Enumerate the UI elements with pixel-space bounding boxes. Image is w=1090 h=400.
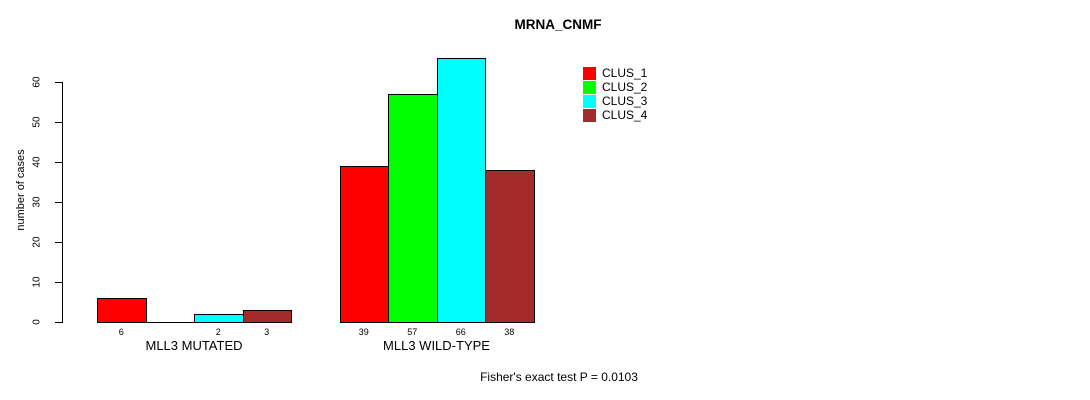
y-tick-mark: [55, 282, 62, 283]
bar-value-label: 57: [407, 327, 418, 337]
group-label-mll3-wild-type: MLL3 WILD-TYPE: [383, 338, 490, 353]
legend-swatch-clus_2: [583, 80, 596, 94]
fisher-test-footnote: Fisher's exact test P = 0.0103: [480, 370, 638, 384]
legend-label: CLUS_3: [602, 93, 648, 108]
y-tick-mark: [55, 122, 62, 123]
legend-row-clus_3: CLUS_3: [583, 94, 647, 108]
legend-label: CLUS_1: [602, 65, 648, 80]
y-tick-label: 50: [31, 116, 43, 128]
y-axis-line: [62, 82, 63, 323]
bar-clus_2-mll3-wild-type: [388, 94, 438, 323]
y-axis-label: number of cases: [15, 149, 27, 231]
y-tick-mark: [55, 242, 62, 243]
legend-swatch-clus_1: [583, 66, 596, 80]
y-tick-label: 40: [31, 156, 43, 168]
y-tick-mark: [55, 322, 62, 323]
bar-clus_3-mll3-mutated: [194, 314, 244, 323]
legend-label: CLUS_4: [602, 107, 648, 122]
bar-value-label: 6: [118, 327, 124, 337]
y-tick-label: 0: [31, 319, 43, 325]
y-tick-label: 10: [31, 276, 43, 288]
legend-row-clus_1: CLUS_1: [583, 66, 647, 80]
y-tick-label: 30: [31, 196, 43, 208]
bar-clus_1-mll3-mutated: [97, 298, 147, 323]
y-tick-label: 60: [31, 76, 43, 88]
legend-swatch-clus_3: [583, 94, 596, 108]
y-tick-label: 20: [31, 236, 43, 248]
legend-row-clus_4: CLUS_4: [583, 108, 647, 122]
group-label-mll3-mutated: MLL3 MUTATED: [145, 338, 243, 353]
bar-value-label: 39: [358, 327, 369, 337]
bar-value-label: 38: [504, 327, 515, 337]
bar-clus_3-mll3-wild-type: [436, 58, 486, 323]
chart-title: MRNA_CNMF: [514, 17, 602, 32]
legend-swatch-clus_4: [583, 108, 596, 122]
y-tick-mark: [55, 82, 62, 83]
legend-row-clus_2: CLUS_2: [583, 80, 647, 94]
y-tick-mark: [55, 202, 62, 203]
bar-clus_2-mll3-mutated: [145, 322, 195, 323]
legend: CLUS_1 CLUS_2 CLUS_3 CLUS_4: [583, 66, 647, 122]
legend-label: CLUS_2: [602, 79, 648, 94]
bar-value-label: 3: [264, 327, 270, 337]
bar-value-label: 2: [215, 327, 221, 337]
bar-clus_4-mll3-wild-type: [485, 170, 535, 323]
bar-value-label: 66: [455, 327, 466, 337]
bar-clus_4-mll3-mutated: [242, 310, 292, 323]
y-tick-mark: [55, 162, 62, 163]
bar-clus_1-mll3-wild-type: [339, 166, 389, 323]
